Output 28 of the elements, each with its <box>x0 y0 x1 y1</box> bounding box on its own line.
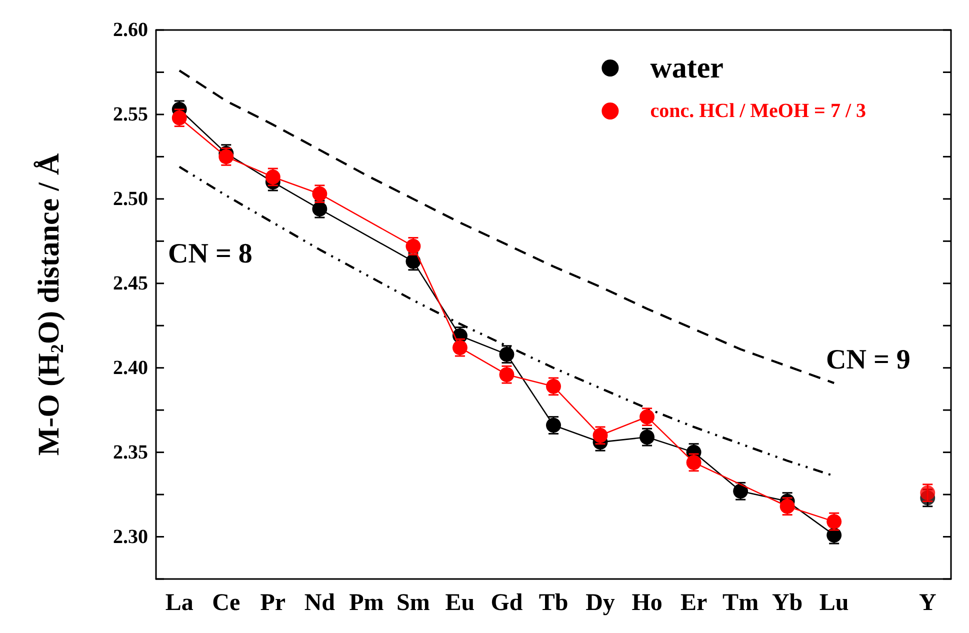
x-tick-label: Pm <box>349 590 384 616</box>
x-tick-label: Sm <box>396 590 430 616</box>
x-tick-label: Lu <box>819 590 849 616</box>
x-tick-label: Er <box>680 590 708 616</box>
y-axis-title: M-O (H2O) distance / Å <box>32 153 67 456</box>
x-tick-label: Tb <box>538 590 568 616</box>
x-tick-label: Nd <box>304 590 336 616</box>
x-tick-label: Ho <box>632 590 662 616</box>
y-tick-label: 2.45 <box>113 272 148 294</box>
annotation: CN = 9 <box>826 344 910 376</box>
x-tick-label: Tm <box>722 590 759 616</box>
y-tick-label: 2.50 <box>113 188 148 210</box>
y-tick-label: 2.55 <box>113 103 148 126</box>
x-tick-label: Pr <box>260 590 286 616</box>
x-tick-label: Ce <box>212 590 240 616</box>
y-tick-label: 2.60 <box>113 19 148 41</box>
x-tick-label: Dy <box>586 590 615 616</box>
x-tick-label: Gd <box>490 590 524 616</box>
y-tick-label: 2.40 <box>113 356 148 379</box>
x-tick-label: Yb <box>772 590 803 616</box>
x-tick-label: Y <box>918 590 936 616</box>
x-tick-label: La <box>165 590 194 616</box>
x-tick-label: Eu <box>445 590 475 616</box>
legend-label: conc. HCl / MeOH = 7 / 3 <box>650 100 866 122</box>
legend-label: water <box>650 52 724 84</box>
annotation: CN = 8 <box>168 238 252 270</box>
y-tick-label: 2.35 <box>113 441 148 464</box>
y-tick-label: 2.30 <box>113 526 148 548</box>
